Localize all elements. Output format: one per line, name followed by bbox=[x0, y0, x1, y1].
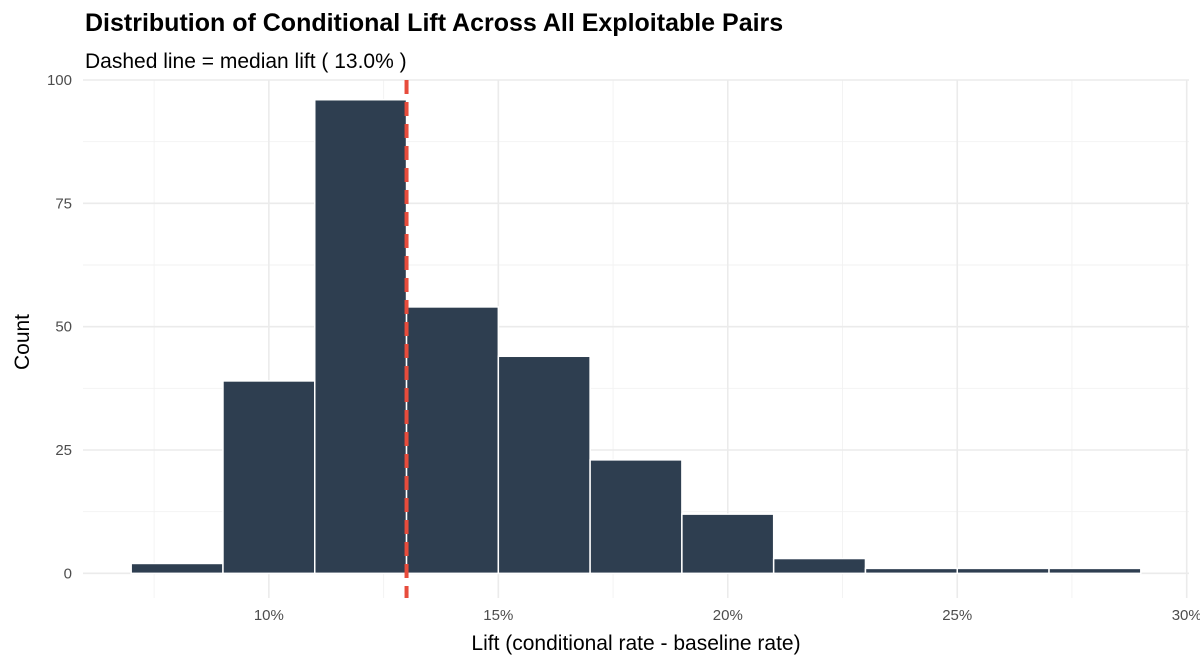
histogram-bar bbox=[314, 98, 408, 575]
y-tick-label: 100 bbox=[47, 72, 72, 89]
x-tick-label: 25% bbox=[942, 607, 972, 624]
histogram-bar bbox=[772, 557, 867, 575]
histogram-bar bbox=[681, 513, 775, 575]
chart-title: Distribution of Conditional Lift Across … bbox=[85, 9, 783, 37]
histogram-bar bbox=[589, 459, 683, 575]
y-tick-label: 75 bbox=[55, 195, 72, 212]
histogram-bar bbox=[130, 562, 224, 575]
x-tick-label: 10% bbox=[254, 607, 284, 624]
histogram-bars bbox=[130, 98, 1142, 575]
chart-subtitle: Dashed line = median lift ( 13.0% ) bbox=[85, 50, 407, 73]
histogram-bar bbox=[1048, 567, 1142, 575]
x-tick-label: 20% bbox=[713, 607, 743, 624]
y-tick-label: 50 bbox=[55, 319, 72, 336]
histogram-bar bbox=[405, 306, 500, 575]
x-axis-ticks: 10% 15% 20% 25% 30% bbox=[254, 607, 1200, 624]
y-axis-label: Count bbox=[11, 314, 34, 370]
y-axis-ticks: 0 25 50 75 100 bbox=[47, 72, 72, 582]
histogram-bar bbox=[497, 355, 591, 575]
histogram-bar bbox=[222, 380, 316, 575]
histogram-bar bbox=[864, 567, 958, 575]
histogram-bar bbox=[956, 567, 1050, 575]
y-tick-label: 25 bbox=[55, 442, 72, 459]
x-tick-label: 15% bbox=[483, 607, 513, 624]
y-tick-label: 0 bbox=[64, 565, 72, 582]
x-axis-label: Lift (conditional rate - baseline rate) bbox=[471, 632, 800, 655]
x-tick-label: 30% bbox=[1172, 607, 1200, 624]
